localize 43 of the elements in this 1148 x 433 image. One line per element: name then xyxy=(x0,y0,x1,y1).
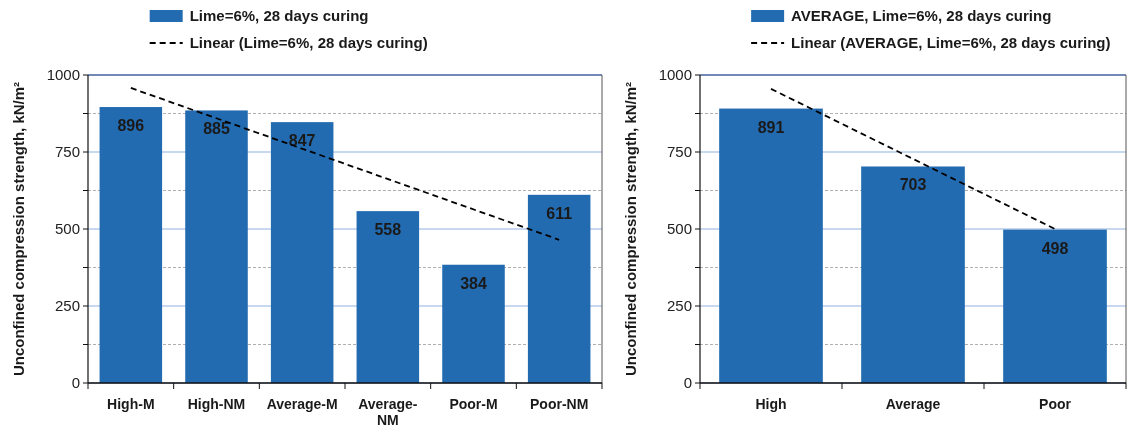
y-tick-label: 750 xyxy=(54,143,80,161)
x-tick-label: Poor-NM xyxy=(530,396,589,412)
data-label: 885 xyxy=(203,120,230,138)
data-label: 384 xyxy=(460,274,487,292)
bar xyxy=(527,194,591,383)
bar xyxy=(185,110,248,383)
data-label: 558 xyxy=(374,221,402,239)
data-label: 611 xyxy=(546,204,573,222)
bar xyxy=(442,264,505,383)
data-label: 703 xyxy=(899,176,927,194)
y-tick-label: 1000 xyxy=(46,66,80,84)
bar xyxy=(719,108,823,383)
y-tick-label: 250 xyxy=(54,297,80,315)
y-tick-label: 750 xyxy=(666,143,692,161)
legend-label: Linear (AVERAGE, Lime=6%, 28 days curing) xyxy=(791,34,1111,52)
x-tick-label: Average xyxy=(885,396,941,412)
y-axis-title: Unconfined compression strength, kN/m² xyxy=(622,81,639,377)
data-label: 891 xyxy=(757,118,785,136)
bar xyxy=(99,107,163,383)
data-label: 847 xyxy=(288,132,316,150)
x-tick-label: High xyxy=(755,396,787,412)
bar xyxy=(861,166,965,383)
x-tick-label: High-M xyxy=(107,396,155,412)
legend-label: Lime=6%, 28 days curing xyxy=(189,7,369,25)
x-tick-label: Poor xyxy=(1039,396,1072,412)
data-label: 498 xyxy=(1041,239,1069,257)
y-tick-label: 0 xyxy=(71,374,80,392)
bar xyxy=(1003,229,1107,383)
x-tick-label: High-NM xyxy=(187,396,246,412)
legend-label: Linear (Lime=6%, 28 days curing) xyxy=(189,34,428,52)
data-label: 896 xyxy=(117,117,145,135)
x-tick-label: Average-NM xyxy=(358,396,418,428)
y-tick-label: 250 xyxy=(666,297,692,315)
x-tick-label: Average-M xyxy=(266,396,338,412)
y-tick-label: 0 xyxy=(683,374,692,392)
y-tick-label: 1000 xyxy=(658,66,692,84)
y-tick-label: 500 xyxy=(54,220,80,238)
bar xyxy=(270,122,334,383)
y-tick-label: 500 xyxy=(666,220,692,238)
y-axis-title: Unconfined compression strength, kN/m² xyxy=(10,81,27,377)
legend-label: AVERAGE, Lime=6%, 28 days curing xyxy=(791,7,1052,25)
bar xyxy=(356,211,420,383)
x-tick-label: Poor-M xyxy=(449,396,498,412)
